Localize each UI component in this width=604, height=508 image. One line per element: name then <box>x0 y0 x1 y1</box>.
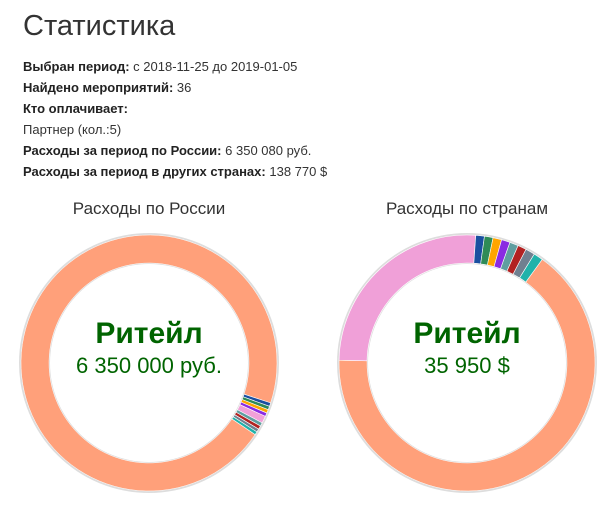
russia-chart-title: Расходы по России <box>72 199 226 218</box>
events-label: Найдено мероприятий: <box>23 80 174 95</box>
donut-slice[interactable] <box>20 234 278 492</box>
payer-row: Кто оплачивает: <box>23 98 327 119</box>
period-value: с 2018-11-25 до 2019-01-05 <box>133 59 298 74</box>
countries-center-label: Ритейл 35 950 $ <box>367 316 567 380</box>
russia-donut-chart[interactable] <box>14 228 284 498</box>
countries-donut-chart[interactable] <box>332 228 602 498</box>
russia-expenses-value: 6 350 080 руб. <box>225 143 312 158</box>
stats-summary: Выбран период: с 2018-11-25 до 2019-01-0… <box>23 56 327 182</box>
donut-slice[interactable] <box>519 253 543 283</box>
countries-chart-title: Расходы по странам <box>385 199 549 218</box>
payer-label: Кто оплачивает: <box>23 101 128 116</box>
russia-center-label: Ритейл 6 350 000 руб. <box>49 316 249 380</box>
donut-hole <box>368 264 566 462</box>
events-value: 36 <box>176 80 192 95</box>
donut-slice[interactable] <box>338 259 596 492</box>
countries-center-amount: 35 950 $ <box>424 353 510 378</box>
abroad-expenses-value: 138 770 $ <box>269 164 328 179</box>
payer-value-row: Партнер (кол.:5) <box>23 119 327 140</box>
donut-slice[interactable] <box>231 416 258 435</box>
abroad-expenses-row: Расходы за период в других странах: 138 … <box>23 161 327 182</box>
donut-hole <box>50 264 248 462</box>
russia-expenses-row: Расходы за период по России: 6 350 080 р… <box>23 140 327 161</box>
russia-center-category: Ритейл <box>95 317 203 350</box>
page-title: Статистика <box>23 10 176 42</box>
period-label: Выбран период: <box>23 59 130 74</box>
events-row: Найдено мероприятий: 36 <box>23 77 327 98</box>
russia-expenses-label: Расходы за период по России: <box>23 143 222 158</box>
payer-value: Партнер (кол.:5) <box>23 122 122 137</box>
russia-center-amount: 6 350 000 руб. <box>76 353 222 378</box>
countries-center-category: Ритейл <box>413 317 521 350</box>
abroad-expenses-label: Расходы за период в других странах: <box>23 164 266 179</box>
period-row: Выбран период: с 2018-11-25 до 2019-01-0… <box>23 56 327 77</box>
